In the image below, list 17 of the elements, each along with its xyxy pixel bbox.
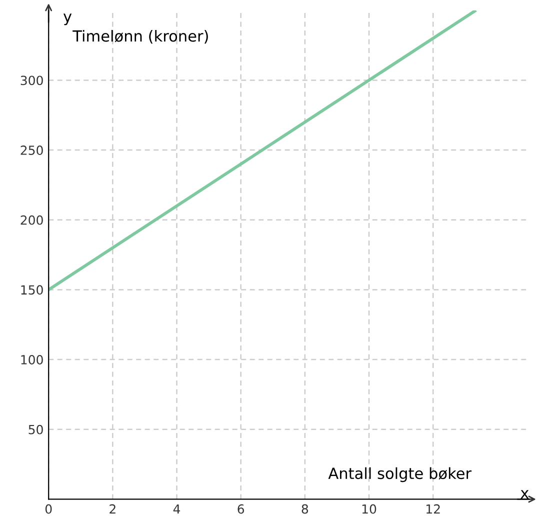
x-tick-label: 6 xyxy=(238,504,244,514)
x-tick-label: 12 xyxy=(426,504,440,514)
y-tick-label: 200 xyxy=(20,215,43,225)
x-tick-label: 0 xyxy=(45,504,52,514)
x-tick-label: 4 xyxy=(173,504,180,514)
x-tick-label: 2 xyxy=(110,504,116,514)
y-tick-label: 250 xyxy=(20,146,43,155)
y-tick-label: 150 xyxy=(21,285,43,295)
x-axis-title: x xyxy=(520,490,529,498)
y-tick-label: 300 xyxy=(20,76,43,86)
x-tick-label: 10 xyxy=(362,504,376,514)
y-tick-label: 50 xyxy=(28,424,43,434)
y-tick-label: 100 xyxy=(21,355,43,364)
annotation: Timelønn (kroner) xyxy=(72,30,208,44)
x-tick-label: 8 xyxy=(302,504,308,514)
annotation: Antall solgte bøker xyxy=(328,467,472,482)
y-axis-title: y xyxy=(63,14,72,26)
